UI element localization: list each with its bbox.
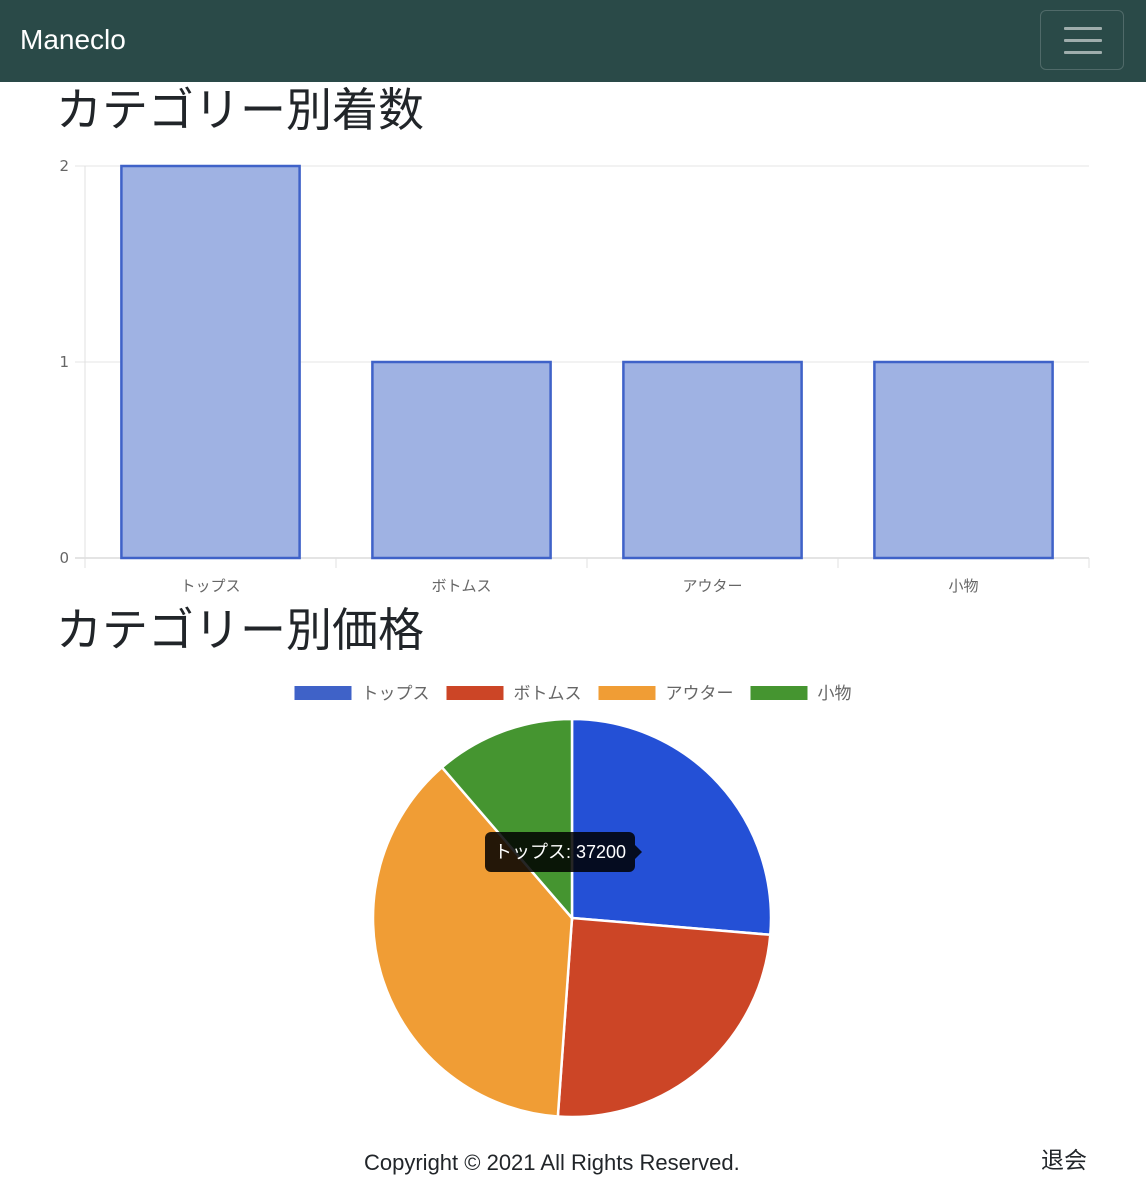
- pie-slice[interactable]: [556, 916, 772, 1119]
- legend-item[interactable]: ボトムス: [446, 684, 582, 704]
- footer: Copyright © 2021 All Rights Reserved. 退会: [0, 1140, 1146, 1186]
- legend-label: ボトムス: [514, 684, 582, 704]
- navbar-toggler-button[interactable]: [1040, 10, 1124, 70]
- bar-chart-title: カテゴリー別着数: [56, 83, 424, 137]
- x-tick-label: 小物: [948, 577, 978, 595]
- brand-link[interactable]: Maneclo: [20, 24, 126, 55]
- navbar: Maneclo: [0, 0, 1146, 82]
- legend-label: 小物: [818, 684, 852, 704]
- legend-swatch: [598, 686, 656, 700]
- hamburger-menu-icon: [1064, 27, 1102, 55]
- tooltip-text: トップス: 37200: [494, 842, 626, 862]
- bar[interactable]: [622, 360, 803, 560]
- chart-tooltip: トップス: 37200: [485, 832, 642, 872]
- bar[interactable]: [371, 360, 552, 560]
- tooltip-caret: [635, 845, 642, 859]
- pie-slice[interactable]: [371, 765, 574, 1118]
- copyright-text: Copyright © 2021 All Rights Reserved.: [364, 1150, 740, 1175]
- x-tick-label: トップス: [180, 577, 240, 595]
- pie-slice[interactable]: [570, 717, 773, 937]
- x-tick-label: ボトムス: [431, 577, 491, 595]
- legend-item[interactable]: 小物: [750, 684, 852, 704]
- withdraw-link[interactable]: 退会: [1041, 1148, 1087, 1174]
- legend-swatch: [750, 686, 808, 700]
- bar[interactable]: [873, 360, 1054, 560]
- legend-item[interactable]: トップス: [294, 684, 430, 704]
- legend-swatch: [446, 686, 504, 700]
- tooltip-box: [485, 832, 635, 872]
- y-tick-label: 2: [59, 157, 69, 175]
- legend-swatch: [294, 686, 352, 700]
- bar[interactable]: [120, 164, 301, 560]
- legend-item[interactable]: アウター: [598, 684, 734, 704]
- bar-chart: 0 1 2 トップス ボトムス アウター 小物: [59, 157, 1090, 595]
- legend-label: トップス: [362, 684, 430, 704]
- x-tick-label: アウター: [682, 577, 742, 595]
- y-tick-label: 1: [59, 353, 69, 371]
- pie-chart-title: カテゴリー別価格: [56, 603, 424, 657]
- legend-label: アウター: [666, 684, 734, 704]
- y-tick-label: 0: [59, 549, 69, 567]
